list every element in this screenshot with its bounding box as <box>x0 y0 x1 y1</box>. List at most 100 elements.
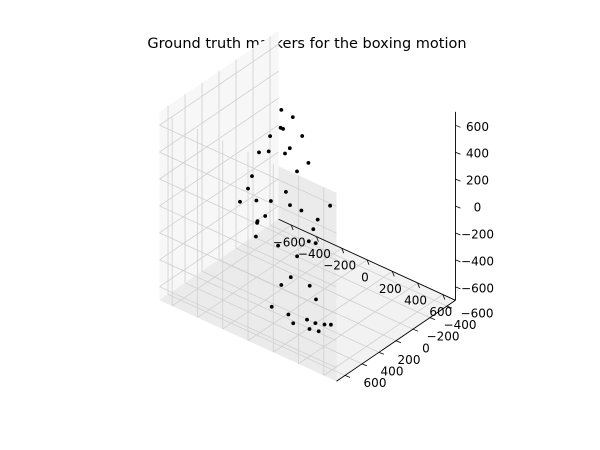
gridline-y-floor <box>252 236 431 318</box>
data-point <box>316 329 321 334</box>
data-point <box>288 275 293 280</box>
y-tick-label: 0 <box>422 341 430 355</box>
data-point <box>254 198 259 203</box>
gridline-z-side <box>159 178 279 261</box>
chart-title: Ground truth markers for the boxing moti… <box>147 36 466 52</box>
data-point <box>299 208 304 213</box>
y-tick <box>412 328 419 332</box>
y-tick <box>378 351 385 355</box>
data-point <box>257 150 261 155</box>
data-point <box>250 174 254 179</box>
y-tick <box>344 375 351 378</box>
x-tick <box>366 259 370 265</box>
gridline-z-back <box>159 178 337 261</box>
data-point <box>329 322 333 327</box>
data-point <box>287 146 292 151</box>
data-point <box>254 234 258 239</box>
y-tick <box>446 305 453 309</box>
data-point <box>276 243 280 248</box>
z-tick <box>455 286 461 290</box>
z-tick <box>455 259 461 263</box>
data-point <box>313 241 318 246</box>
data-point <box>269 199 273 203</box>
z-tick-label: 0 <box>474 201 482 215</box>
z-tick <box>455 151 461 155</box>
gridline-z-side <box>159 70 279 153</box>
z-tick <box>455 178 461 182</box>
z-tick <box>455 205 461 209</box>
z-tick-label: −200 <box>461 228 494 242</box>
data-point <box>305 317 309 322</box>
z-tick-label: 400 <box>466 147 489 161</box>
x-tick <box>290 224 294 231</box>
data-point <box>279 283 284 287</box>
z-tick-label: 200 <box>466 174 489 188</box>
z-tick <box>455 124 461 128</box>
x-tick <box>442 294 446 300</box>
gridline-z-side <box>159 97 279 180</box>
data-point <box>307 327 312 331</box>
y-tick-label: −600 <box>461 307 494 321</box>
gridline-z-back <box>159 286 337 369</box>
data-point <box>263 214 268 218</box>
data-point <box>311 227 316 232</box>
z-tick-label: 600 <box>466 120 489 134</box>
y-tick-label: −200 <box>427 330 460 344</box>
y-tick-label: 400 <box>381 364 404 378</box>
gridline-z-back <box>159 205 337 288</box>
data-point <box>306 161 311 165</box>
gridline-z-back <box>159 232 337 315</box>
y-tick-label: 200 <box>398 353 421 367</box>
gridlines <box>159 36 448 376</box>
gridline-y-floor <box>235 247 414 330</box>
gridline-y-floor <box>201 270 380 353</box>
x-tick-label: 400 <box>404 293 427 307</box>
x-tick-label: −200 <box>323 259 356 273</box>
data-point <box>238 199 242 204</box>
data-point <box>295 169 299 174</box>
z-tick <box>455 232 461 236</box>
y-tick <box>395 340 402 344</box>
gridline-y-floor <box>167 294 346 376</box>
x-tick-label: −400 <box>298 247 331 261</box>
data-point <box>269 304 274 309</box>
data-point <box>290 115 295 119</box>
data-point <box>255 219 260 224</box>
tick-marks <box>290 124 461 378</box>
x-tick-label: −600 <box>273 236 306 250</box>
data-point <box>307 283 312 288</box>
x-tick <box>341 248 345 254</box>
gridline-z-side <box>159 151 279 234</box>
z-tick-label: −600 <box>461 281 494 295</box>
gridline-z-back <box>159 151 337 234</box>
z-tick-label: −400 <box>461 254 494 268</box>
data-point <box>266 149 271 154</box>
x-tick <box>417 282 420 289</box>
gridline-z-side <box>159 43 279 126</box>
data-point <box>279 108 284 112</box>
y-tick-label: −400 <box>444 318 477 332</box>
y-tick <box>429 317 436 321</box>
data-point <box>315 217 320 222</box>
data-point <box>281 126 285 131</box>
x-tick <box>391 271 395 277</box>
x-tick-label: 200 <box>379 282 402 296</box>
data-point <box>322 322 327 327</box>
data-point <box>295 254 299 259</box>
data-point <box>313 321 318 325</box>
gridline-z-back <box>159 124 337 207</box>
x-tick <box>316 236 319 242</box>
y-tick <box>361 363 368 367</box>
y-tick-label: 600 <box>364 376 387 390</box>
data-point <box>306 239 311 244</box>
data-point <box>246 186 250 191</box>
data-point <box>286 312 291 317</box>
gridline-z-side <box>159 205 279 288</box>
data-point <box>284 190 288 194</box>
x-tick-label: 600 <box>429 305 452 319</box>
gridline-y-floor <box>184 282 363 365</box>
gridline-y-floor <box>269 224 448 307</box>
data-point <box>314 297 318 302</box>
